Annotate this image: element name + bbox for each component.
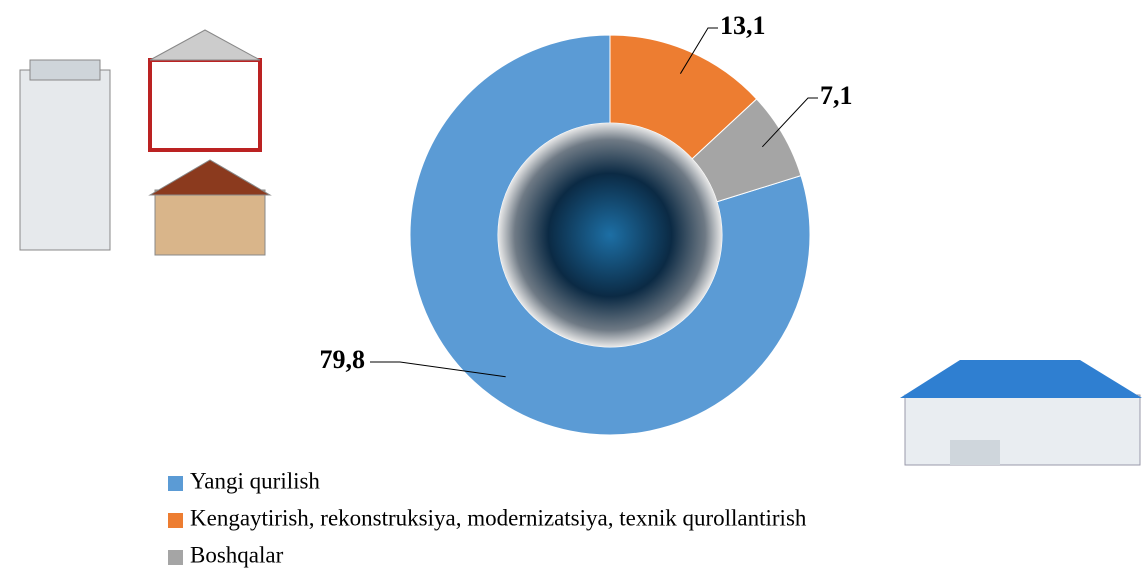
building-illustration <box>19 29 272 256</box>
donut <box>409 34 811 436</box>
legend-label: Boshqalar <box>190 542 284 567</box>
legend-swatch <box>168 513 183 528</box>
value-labels: 79,8 13,1 7,1 <box>320 11 853 378</box>
data-label: 13,1 <box>720 11 766 40</box>
leader-line <box>370 361 506 378</box>
legend-swatch <box>168 550 183 565</box>
legend-label: Kengaytirish, rekonstruksiya, modernizat… <box>190 505 807 530</box>
legend-label: Yangi qurilish <box>190 468 320 493</box>
data-label: 7,1 <box>820 81 853 110</box>
legend-swatch <box>168 476 183 491</box>
house-illustration <box>900 360 1142 466</box>
center-image <box>498 123 722 347</box>
leader-line <box>761 97 818 148</box>
data-label: 79,8 <box>320 345 366 374</box>
leader-line <box>679 27 718 74</box>
legend: Yangi qurilish Kengaytirish, rekonstruksi… <box>168 468 807 567</box>
